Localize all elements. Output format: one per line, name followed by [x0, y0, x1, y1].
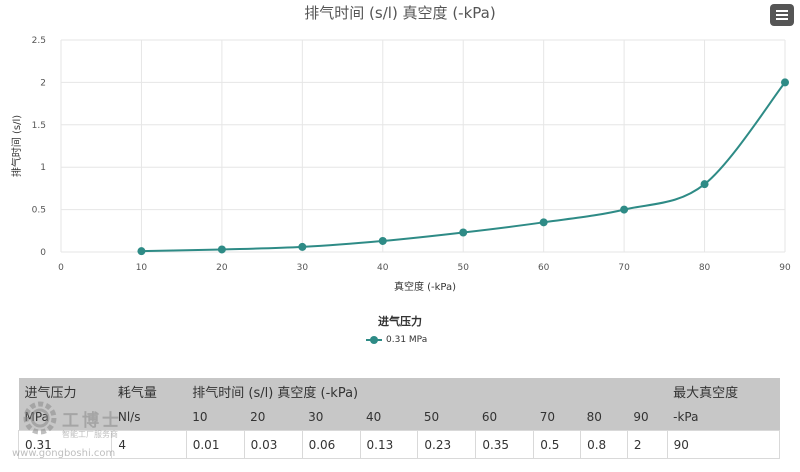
x-tick-label: 10 — [136, 263, 148, 273]
table-units-row: MPa Nl/s 10 20 30 40 50 60 70 80 90 -kPa — [18, 404, 780, 431]
series-line — [141, 81, 786, 253]
y-tick-label: 0 — [40, 248, 46, 258]
x-tick-label: 50 — [457, 263, 469, 273]
y-axis-label: 排气时间 (s/l) — [10, 115, 23, 177]
value-time: 0.13 — [359, 430, 419, 459]
vacuum-level: 20 — [244, 404, 303, 431]
data-point[interactable] — [781, 78, 789, 87]
legend-item[interactable]: 0.31 MPa — [366, 333, 427, 347]
unit-consumption: Nl/s — [111, 404, 187, 431]
value-time: 0.01 — [185, 430, 245, 459]
hamburger-menu-icon[interactable] — [770, 4, 794, 26]
y-tick-label: 1.5 — [32, 121, 46, 131]
data-point[interactable] — [217, 245, 226, 254]
vacuum-level: 40 — [360, 404, 418, 431]
value-time: 0.06 — [301, 430, 361, 459]
data-point[interactable] — [620, 205, 629, 214]
chart-title: 排气时间 (s/l) 真空度 (-kPa) — [304, 4, 496, 22]
value-time: 0.5 — [533, 430, 582, 459]
legend-marker — [366, 335, 382, 345]
value-time: 0.35 — [475, 430, 535, 459]
x-tick-label: 30 — [297, 263, 309, 273]
data-point[interactable] — [378, 236, 387, 245]
x-axis-label: 真空度 (-kPa) — [394, 280, 456, 293]
value-time: 2 — [626, 430, 668, 459]
value-time: 0.23 — [417, 430, 477, 459]
vacuum-level: 30 — [302, 404, 360, 431]
vacuum-level: 80 — [580, 404, 628, 431]
header-max-vacuum: 最大真空度 — [667, 378, 780, 404]
chart-plot: 0 10 20 30 40 50 60 70 80 90 0 0.5 1 1.5 2 2.5 真空度 (-kP… — [10, 36, 791, 293]
unit-pressure: MPa — [18, 404, 112, 431]
x-tick-label: 70 — [618, 263, 630, 273]
value-time: 0.8 — [580, 430, 628, 459]
y-tick-label: 2 — [40, 78, 46, 88]
x-tick-label: 80 — [699, 263, 711, 273]
y-tick-label: 2.5 — [32, 36, 46, 46]
data-point[interactable] — [298, 242, 307, 251]
data-point[interactable] — [539, 218, 548, 227]
x-tick-label: 60 — [538, 263, 550, 273]
header-consumption: 耗气量 — [111, 378, 187, 404]
y-tick-label: 0.5 — [32, 206, 46, 216]
data-point[interactable] — [137, 247, 146, 256]
value-time: 0.03 — [243, 430, 303, 459]
header-exhaust-time: 排气时间 (s/l) 真空度 (-kPa) — [186, 378, 668, 404]
x-tick-label: 40 — [377, 263, 389, 273]
value-consumption: 4 — [111, 430, 187, 459]
header-pressure: 进气压力 — [18, 378, 112, 404]
table-row: 0.31 4 0.01 0.03 0.06 0.13 0.23 0.35 0.5… — [17, 430, 781, 459]
x-tick-label: 20 — [216, 263, 228, 273]
data-point[interactable] — [459, 228, 468, 237]
unit-max-vacuum: -kPa — [667, 404, 780, 431]
legend-title: 进气压力 — [378, 315, 422, 328]
vacuum-level: 60 — [475, 404, 534, 431]
data-point[interactable] — [700, 180, 709, 189]
legend-label: 0.31 MPa — [386, 335, 428, 345]
value-pressure: 0.31 — [17, 430, 113, 459]
x-tick-label: 90 — [779, 263, 791, 273]
table-header-row: 进气压力 耗气量 排气时间 (s/l) 真空度 (-kPa) 最大真空度 — [18, 378, 780, 404]
vacuum-level: 10 — [186, 404, 245, 431]
x-tick-label: 0 — [58, 263, 64, 273]
spec-table: 进气压力 耗气量 排气时间 (s/l) 真空度 (-kPa) 最大真空度 MPa… — [17, 378, 781, 459]
value-max-vacuum: 90 — [666, 430, 781, 459]
vacuum-level: 50 — [417, 404, 476, 431]
vacuum-level: 70 — [533, 404, 581, 431]
vacuum-level: 90 — [627, 404, 668, 431]
y-tick-label: 1 — [40, 163, 46, 173]
